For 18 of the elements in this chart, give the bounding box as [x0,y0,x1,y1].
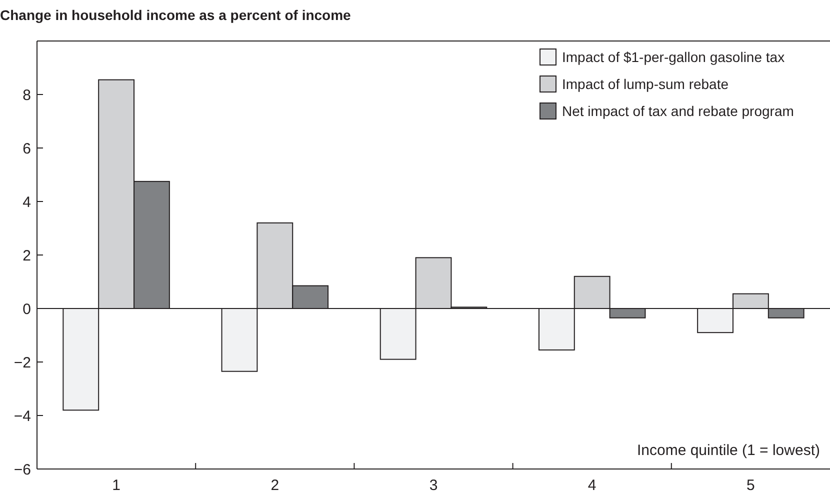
y-tick-label: −6 [14,461,31,478]
x-tick-label: 5 [746,477,755,494]
x-axis-title: Income quintile (1 = lowest) [636,442,820,459]
chart-title: Change in household income as a percent of income [0,7,352,23]
y-tick-label: 0 [22,300,31,318]
legend-label: Net impact of tax and rebate program [562,102,794,119]
legend-label: Impact of $1-per-gallon gasoline tax [562,48,785,65]
y-tick-label: 8 [22,86,31,104]
legend-label: Impact of lump-sum rebate [562,76,729,92]
x-tick-label: 3 [429,477,438,494]
y-tick-label: 2 [22,247,31,264]
y-tick-label: −4 [14,408,31,425]
x-tick-label: 4 [588,477,596,494]
y-tick-label: 6 [22,140,31,158]
y-tick-label: 4 [22,194,31,211]
x-tick-label: 1 [112,477,120,494]
y-tick-label: −2 [14,354,31,372]
x-tick-label: 2 [270,477,280,494]
